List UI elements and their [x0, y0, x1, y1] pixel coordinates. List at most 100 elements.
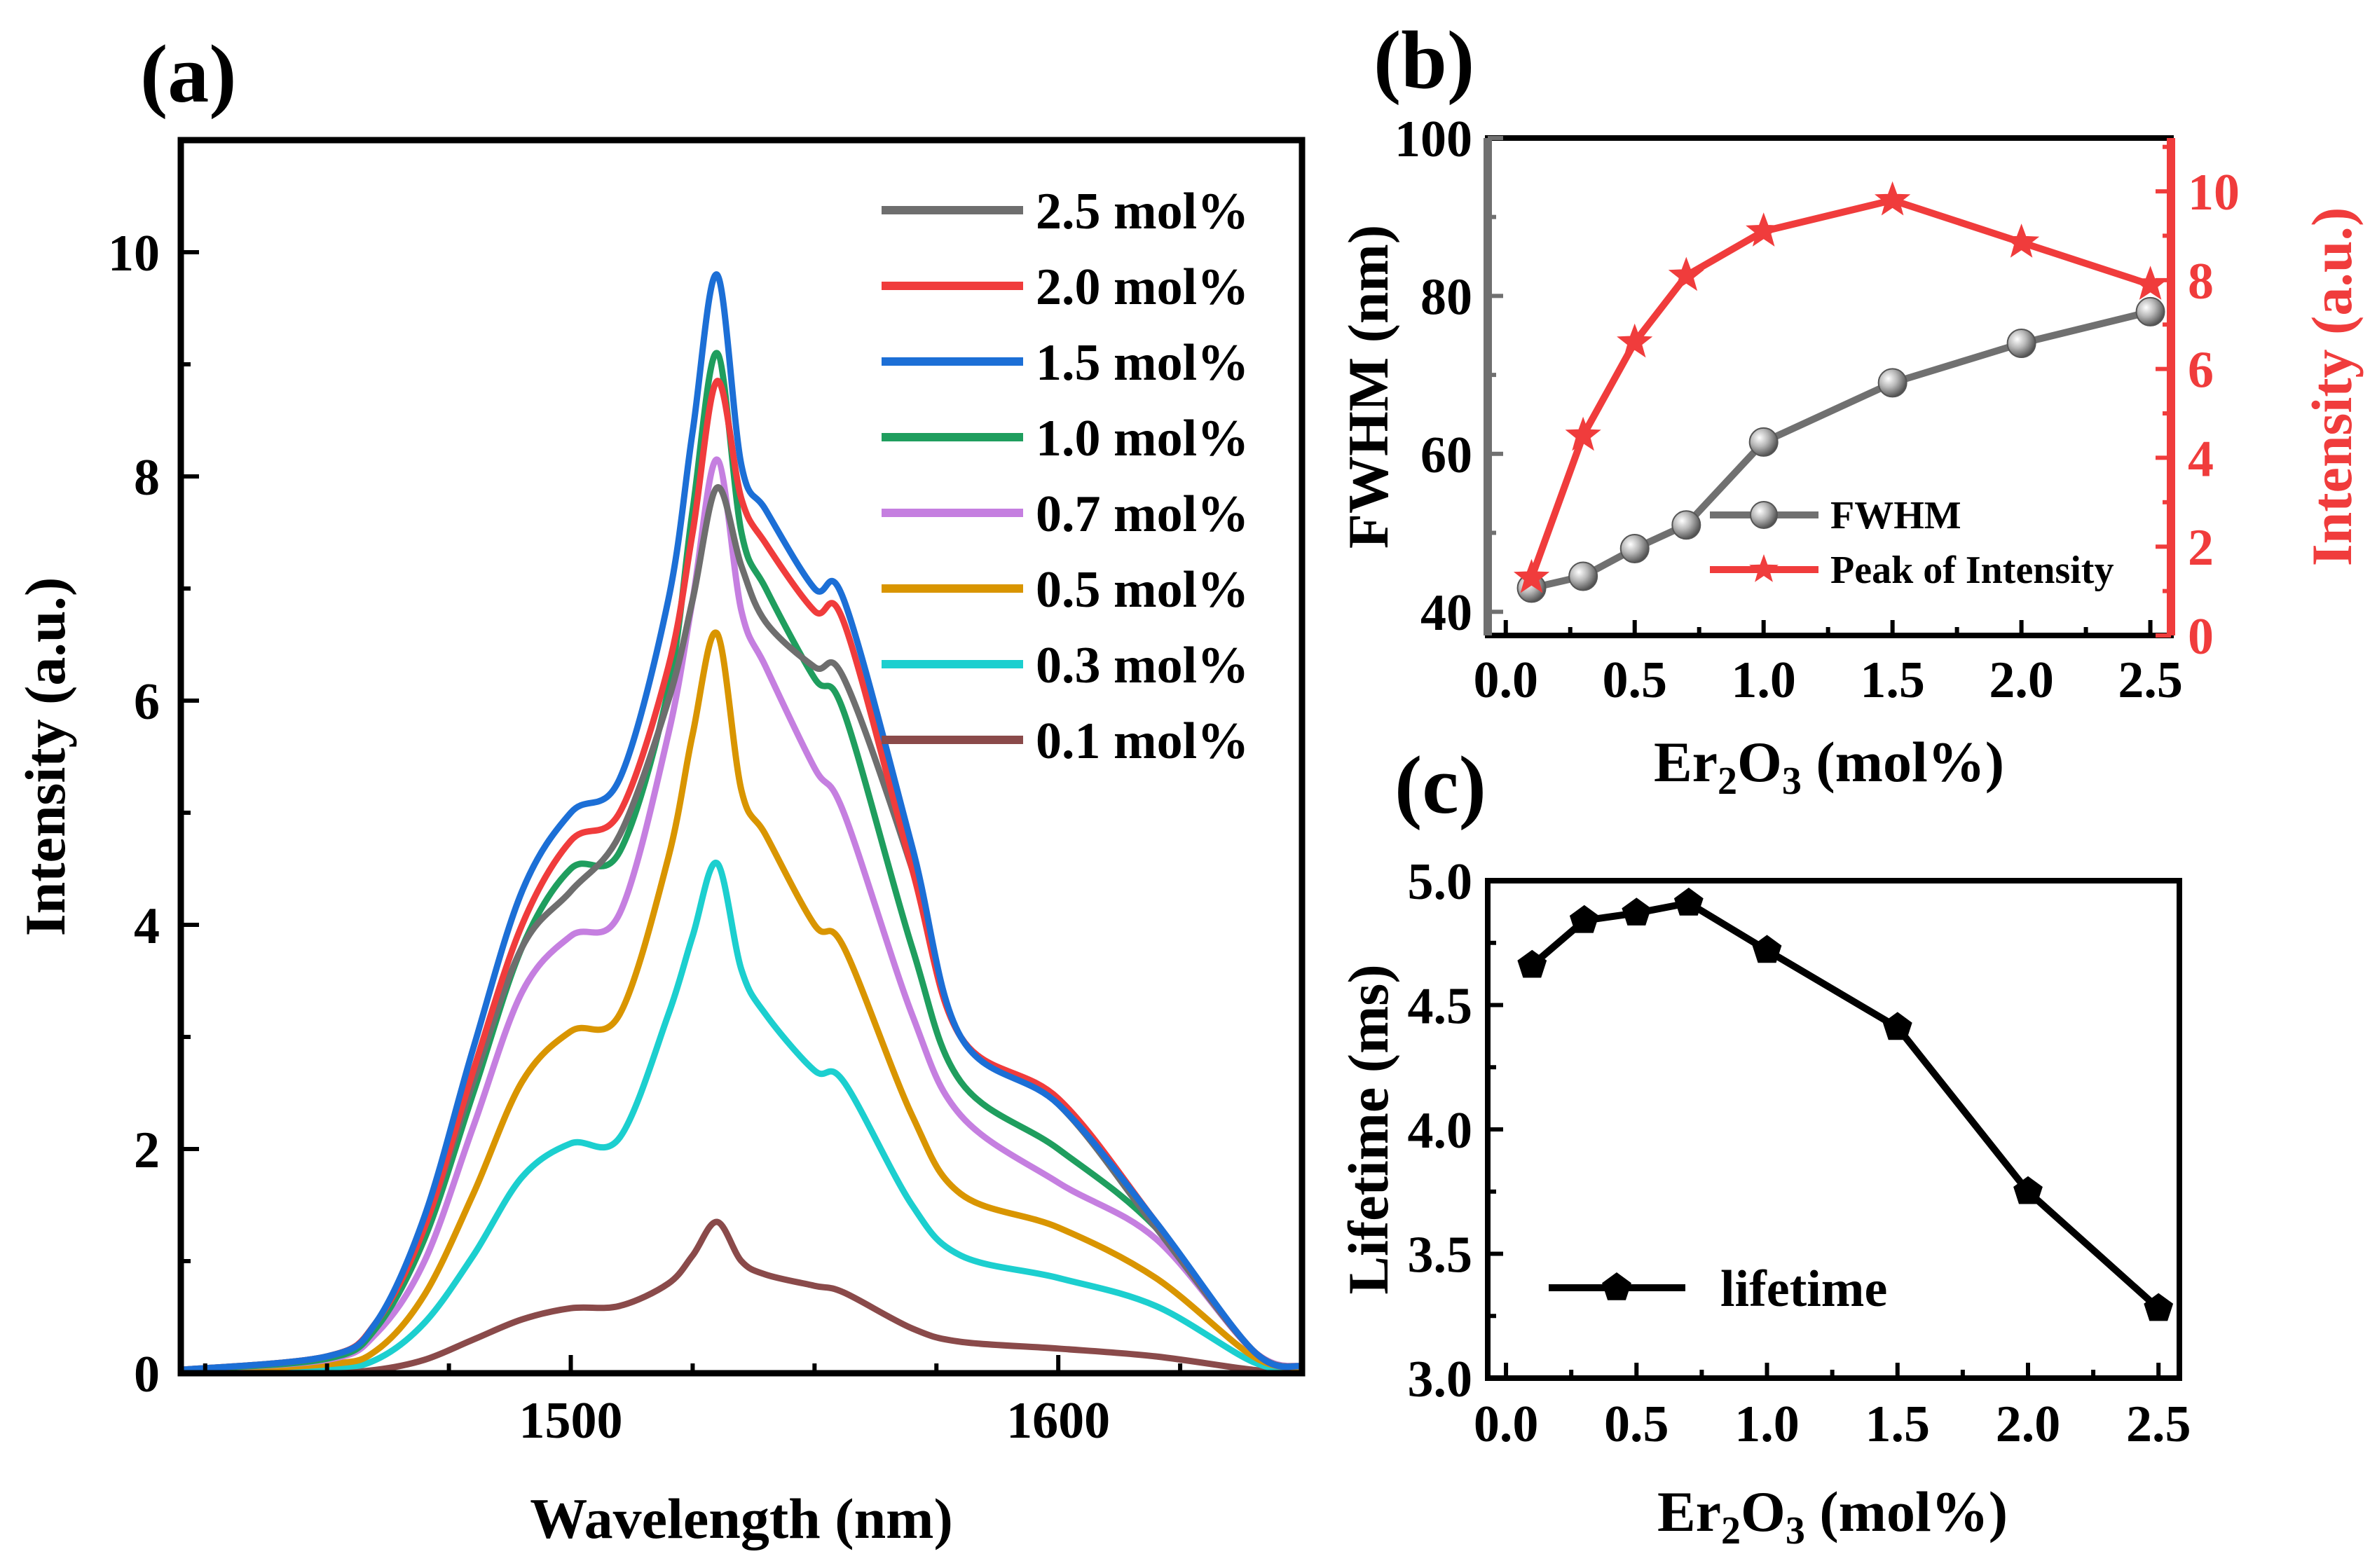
peak-of-intensity-point — [1565, 416, 1601, 451]
lifetime-point — [1882, 1012, 1912, 1040]
peak-of-intensity-point — [2132, 266, 2169, 300]
x-tick-label: 0.5 — [1602, 652, 1667, 709]
panel-a: (a) 1500 1600 0 2 4 6 8 10 Wavelength (nm) Int… — [13, 28, 1306, 1550]
legend-marker-lifetime — [1602, 1272, 1631, 1300]
x-tick-label: 2.0 — [1989, 652, 2054, 709]
lifetime-point — [1517, 949, 1547, 978]
fwhm-point — [1877, 368, 1907, 398]
panel-c-x-axis-label: Er2O3 (mol%) — [1657, 1480, 2008, 1553]
x-tick-label: 1600 — [1006, 1392, 1110, 1450]
panel-b: (b) 0.0 0.5 1.0 1.5 2.0 2.5 40 60 80 100 0 2 4 6 8 10… — [1336, 14, 2364, 803]
panel-b-right-y-axis-label: Intensity (a.u.) — [2300, 207, 2364, 567]
y-tick-label: 5.0 — [1408, 853, 1473, 911]
y-right-tick-label: 10 — [2188, 164, 2240, 221]
legend-label-0-5-mol: 0.5 mol% — [1036, 561, 1249, 619]
panel-b-left-y-axis-label: FWHM (nm) — [1336, 225, 1400, 549]
panel-c-y-axis-label: Lifetime (ms) — [1336, 964, 1400, 1294]
y-tick-label: 4.5 — [1408, 978, 1473, 1036]
panel-b-x-axis-label: Er2O3 (mol%) — [1654, 730, 2004, 803]
y-left-tick-label: 80 — [1420, 268, 1472, 326]
peak-of-intensity-point — [1875, 181, 1911, 216]
y-tick-label: 3.0 — [1408, 1351, 1473, 1408]
fwhm-point — [1619, 534, 1650, 564]
panel-a-x-axis-label: Wavelength (nm) — [530, 1487, 953, 1550]
x-tick-label: 2.5 — [2118, 652, 2183, 709]
y-tick-label: 0 — [134, 1346, 160, 1403]
x-tick-label: 0.0 — [1474, 652, 1539, 709]
x-tick-label: 2.0 — [1996, 1396, 2061, 1453]
peak-of-intensity-point — [1617, 323, 1653, 358]
y-left-tick-label: 60 — [1420, 427, 1472, 484]
x-tick-label: 1.5 — [1860, 652, 1925, 709]
y-tick-label: 4.0 — [1408, 1102, 1473, 1160]
lifetime-point — [1622, 898, 1652, 926]
x-tick-label: 0.5 — [1604, 1396, 1669, 1453]
y-right-tick-label: 0 — [2188, 608, 2214, 666]
y-left-tick-label: 40 — [1420, 584, 1472, 642]
panel-b-label: (b) — [1374, 14, 1474, 106]
y-tick-label: 10 — [108, 225, 160, 282]
legend-label-2-5-mol: 2.5 mol% — [1036, 183, 1249, 240]
y-right-tick-label: 8 — [2188, 253, 2214, 310]
series-line-lifetime — [1530, 899, 2161, 1312]
panel-c: (c) 0.0 0.5 1.0 1.5 2.0 2.5 3.0 3.5 4.0 4.5 5.0 L… — [1336, 739, 2191, 1553]
legend-marker-fwhm — [1750, 501, 1778, 529]
legend-label-0-1-mol: 0.1 mol% — [1036, 713, 1249, 770]
legend-label-fwhm: FWHM — [1830, 494, 1961, 537]
legend-label-0-7-mol: 0.7 mol% — [1036, 486, 1249, 543]
legend-label-lifetime: lifetime — [1720, 1260, 1887, 1318]
y-tick-label: 4 — [134, 898, 160, 955]
panel-c-y-ticks: 3.0 3.5 4.0 4.5 5.0 — [1408, 853, 1503, 1408]
panel-a-y-axis-label: Intensity (a.u.) — [13, 577, 77, 937]
x-tick-label: 1500 — [519, 1392, 623, 1450]
panel-a-label: (a) — [140, 28, 237, 120]
panel-b-legend: FWHM Peak of Intensity — [1710, 494, 2114, 592]
fwhm-point — [1671, 510, 1701, 540]
panel-a-plot-area — [177, 271, 1306, 1377]
peak-of-intensity-point — [2003, 223, 2040, 258]
panel-b-right-y-ticks: 0 2 4 6 8 10 — [2156, 144, 2240, 666]
legend-label-1-0-mol: 1.0 mol% — [1036, 410, 1249, 467]
panel-a-frame — [177, 137, 1306, 1377]
legend-label-0-3-mol: 0.3 mol% — [1036, 637, 1249, 694]
panel-a-x-ticks: 1500 1600 — [203, 1355, 1304, 1450]
lifetime-point — [1673, 887, 1704, 916]
lifetime-point — [1569, 905, 1599, 933]
panel-b-plot-area — [1513, 181, 2169, 603]
lifetime-point — [1752, 935, 1782, 963]
series-line-0-1-mol — [177, 1218, 1306, 1377]
y-tick-label: 6 — [134, 673, 160, 731]
peak-of-intensity-point — [1513, 558, 1550, 593]
lifetime-point — [2013, 1176, 2043, 1204]
y-left-tick-label: 100 — [1395, 111, 1472, 168]
legend-label-2-0-mol: 2.0 mol% — [1036, 259, 1249, 316]
x-tick-label: 1.5 — [1865, 1396, 1931, 1453]
series-line-0-3-mol — [177, 860, 1306, 1375]
fwhm-point — [2006, 329, 2036, 359]
series-line-1-0-mol — [177, 350, 1306, 1373]
fwhm-point — [1568, 561, 1598, 591]
panel-c-label: (c) — [1395, 739, 1486, 831]
panel-b-left-y-ticks: 40 60 80 100 — [1395, 111, 1503, 642]
panel-c-legend: lifetime — [1549, 1260, 1887, 1318]
fwhm-point — [2135, 296, 2165, 326]
x-tick-label: 1.0 — [1734, 1396, 1800, 1453]
fwhm-point — [1748, 427, 1779, 457]
x-tick-label: 2.5 — [2126, 1396, 2191, 1453]
series-line-2-0-mol — [177, 378, 1306, 1373]
series-line-1-5-mol — [177, 271, 1306, 1373]
legend-label-1-5-mol: 1.5 mol% — [1036, 334, 1249, 392]
panel-b-x-ticks: 0.0 0.5 1.0 1.5 2.0 2.5 — [1474, 620, 2183, 709]
legend-label-peak-of-intensity: Peak of Intensity — [1830, 549, 2114, 592]
lifetime-point — [2144, 1293, 2174, 1321]
panel-c-x-ticks: 0.0 0.5 1.0 1.5 2.0 2.5 — [1474, 1363, 2191, 1453]
series-line-0-7-mol — [177, 456, 1306, 1373]
series-line-peak-of-intensity — [1528, 196, 2152, 579]
y-right-tick-label: 2 — [2188, 519, 2214, 577]
panel-c-plot-area — [1517, 887, 2174, 1321]
legend-marker-peak-of-intensity — [1749, 554, 1779, 582]
y-tick-label: 3.5 — [1408, 1227, 1473, 1284]
panel-a-y-ticks: 0 2 4 6 8 10 — [108, 138, 199, 1403]
panel-a-legend: 2.5 mol% 2.0 mol% 1.5 mol% 1.0 mol% 0.7 mol%… — [882, 183, 1249, 770]
